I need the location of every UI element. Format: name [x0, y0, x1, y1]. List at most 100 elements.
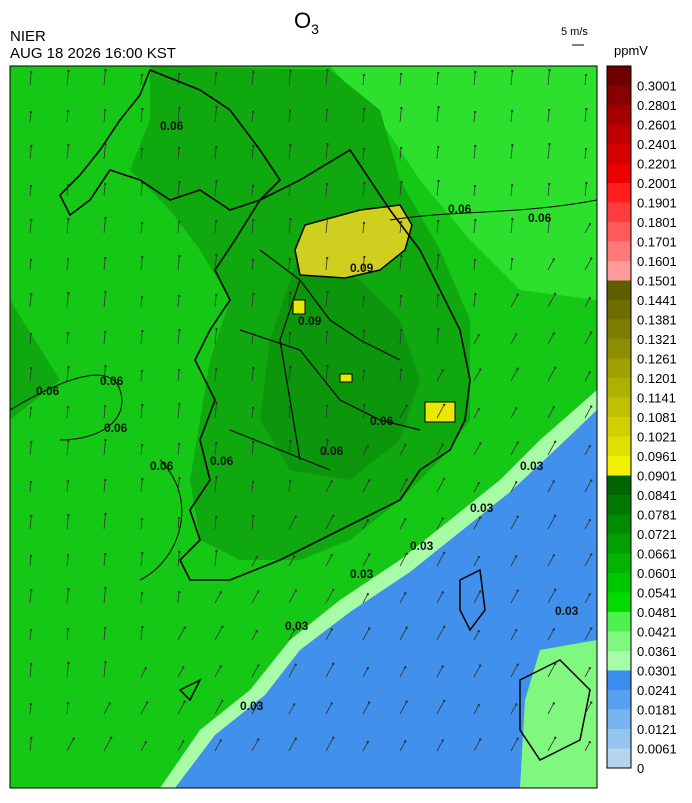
- colorbar-swatch: [607, 183, 631, 203]
- wind-arrow-head: [182, 666, 185, 669]
- wind-arrow: [103, 737, 112, 752]
- wind-arrow: [103, 628, 106, 641]
- wind-arrow-head: [215, 401, 218, 405]
- wind-arrow-head: [30, 662, 33, 666]
- wind-arrow: [473, 220, 476, 234]
- wind-arrow: [584, 75, 587, 86]
- wind-arrow: [510, 630, 517, 641]
- wind-arrow-head: [547, 108, 551, 112]
- wind-arrow-head: [103, 108, 107, 112]
- wind-arrow: [362, 628, 370, 641]
- wind-arrow-head: [178, 476, 181, 480]
- colorbar-label: 0.1201: [637, 371, 677, 386]
- colorbar-label: 0.1261: [637, 352, 677, 367]
- wind-arrow-head: [104, 142, 107, 146]
- wind-arrow: [29, 368, 32, 382]
- wind-arrow: [473, 591, 481, 604]
- wind-arrow-head: [366, 519, 369, 522]
- wind-arrow-head: [590, 701, 593, 704]
- wind-arrow: [325, 184, 328, 197]
- wind-arrow-head: [552, 332, 555, 335]
- colorbar-label: 0.1501: [637, 274, 677, 289]
- wind-arrow-head: [331, 588, 335, 592]
- wind-arrow-head: [363, 329, 366, 333]
- wind-arrow: [140, 331, 143, 345]
- wind-arrow-head: [29, 702, 33, 706]
- colorbar-swatch: [607, 300, 631, 320]
- wind-arrow: [362, 371, 365, 382]
- wind-arrow-head: [405, 404, 408, 407]
- wind-arrow: [510, 145, 513, 160]
- wind-arrow-head: [104, 438, 107, 442]
- wind-arrow: [66, 629, 69, 641]
- wind-arrow-head: [288, 109, 292, 113]
- wind-arrow-head: [288, 183, 292, 187]
- wind-arrow: [251, 665, 259, 678]
- wind-arrow-head: [251, 110, 255, 114]
- wind-arrow: [547, 407, 555, 419]
- wind-arrow: [214, 369, 217, 382]
- wind-arrow: [288, 664, 297, 678]
- colorbar-swatch: [607, 85, 631, 106]
- wind-arrow-head: [330, 628, 333, 631]
- colorbar-swatch: [607, 495, 631, 515]
- wind-arrow-head: [29, 406, 33, 410]
- wind-arrow: [362, 520, 369, 530]
- wind-arrow-head: [66, 405, 70, 409]
- wind-arrow-head: [326, 68, 329, 72]
- wind-arrow-head: [257, 664, 260, 667]
- wind-arrow: [473, 665, 481, 678]
- colorbar-swatch: [607, 456, 631, 476]
- colorbar-swatch: [607, 124, 631, 145]
- high-ozone-area: [294, 204, 413, 279]
- wind-arrow-head: [251, 258, 255, 262]
- wind-arrow: [510, 590, 519, 604]
- wind-arrow-head: [252, 292, 255, 296]
- wind-arrow: [214, 147, 217, 160]
- wind-arrow-head: [553, 440, 557, 444]
- high-ozone-patch: [292, 299, 306, 315]
- colorbar-swatch: [607, 66, 631, 86]
- wind-arrow-head: [104, 660, 107, 664]
- wind-arrow: [103, 144, 106, 160]
- wind-arrow: [473, 294, 476, 308]
- wind-arrow: [288, 333, 291, 345]
- colorbar-swatch: [607, 397, 631, 418]
- colorbar-swatch: [607, 690, 631, 710]
- wind-arrow-head: [404, 444, 407, 447]
- wind-arrow: [436, 181, 439, 197]
- wind-arrow: [584, 554, 592, 567]
- wind-arrow-head: [103, 256, 107, 260]
- agency: NIER: [10, 28, 46, 45]
- province-border: [229, 249, 421, 471]
- colorbar-swatch: [607, 378, 631, 398]
- wind-arrow: [288, 219, 291, 234]
- wind-arrow-head: [146, 701, 149, 704]
- wind-arrow: [362, 257, 365, 271]
- wind-arrow-head: [516, 663, 519, 666]
- wind-arrow: [288, 407, 291, 419]
- wind-arrow: [510, 664, 519, 678]
- wind-arrow: [399, 222, 402, 234]
- wind-arrow-head: [29, 184, 33, 188]
- wind-arrow: [214, 73, 217, 86]
- wind-arrow: [251, 516, 254, 530]
- colorbar-label: 0.1901: [637, 196, 677, 211]
- wind-arrow-head: [515, 333, 518, 336]
- wind-arrow-head: [515, 407, 518, 410]
- wind-arrow-head: [437, 179, 440, 183]
- wind-arrow-head: [331, 514, 335, 518]
- colorbar-swatch: [607, 358, 631, 379]
- wind-arrow: [362, 594, 369, 604]
- wind-arrow-head: [177, 220, 181, 224]
- colorbar-label: 0.1081: [637, 410, 677, 425]
- wind-arrow: [584, 332, 592, 345]
- wind-arrow-head: [257, 590, 260, 593]
- wind-arrow: [510, 71, 513, 86]
- wind-arrow-head: [293, 629, 296, 632]
- wind-arrow: [177, 330, 180, 345]
- wind-arrow-head: [67, 69, 70, 73]
- wind-arrow-head: [437, 105, 440, 109]
- wind-arrow-head: [141, 625, 144, 629]
- wind-arrow-head: [399, 146, 403, 150]
